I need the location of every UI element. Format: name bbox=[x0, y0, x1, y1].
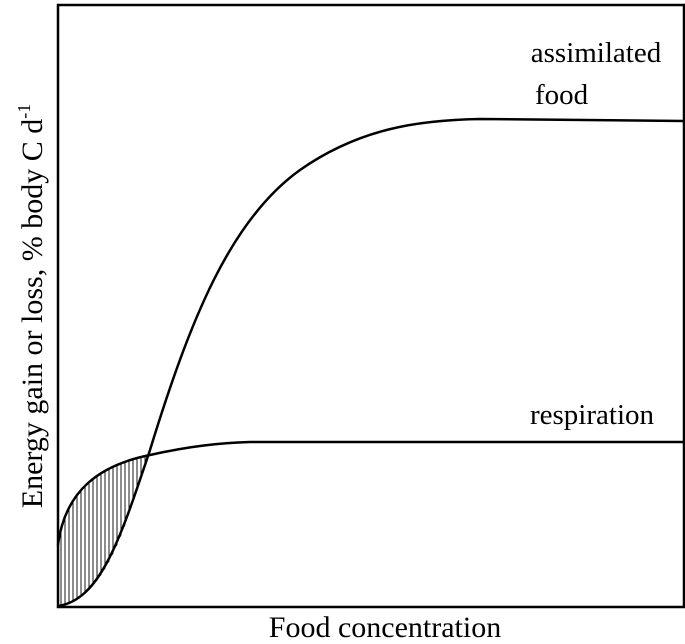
respiration-curve bbox=[56, 440, 684, 546]
hatched-region bbox=[58, 455, 148, 606]
curve-label: food bbox=[535, 79, 589, 111]
y-axis-label-text: Energy gain or loss, % body C d bbox=[16, 119, 49, 508]
x-axis-label: Food concentration bbox=[269, 611, 501, 644]
plot-frame bbox=[56, 3, 685, 609]
curve-label: respiration bbox=[530, 399, 655, 431]
assimilated-curve bbox=[57, 117, 685, 608]
y-axis-label: Energy gain or loss, % body C d-1 bbox=[14, 104, 49, 508]
curve-label: assimilated bbox=[531, 37, 662, 69]
y-axis-label-sup: -1 bbox=[14, 104, 34, 119]
